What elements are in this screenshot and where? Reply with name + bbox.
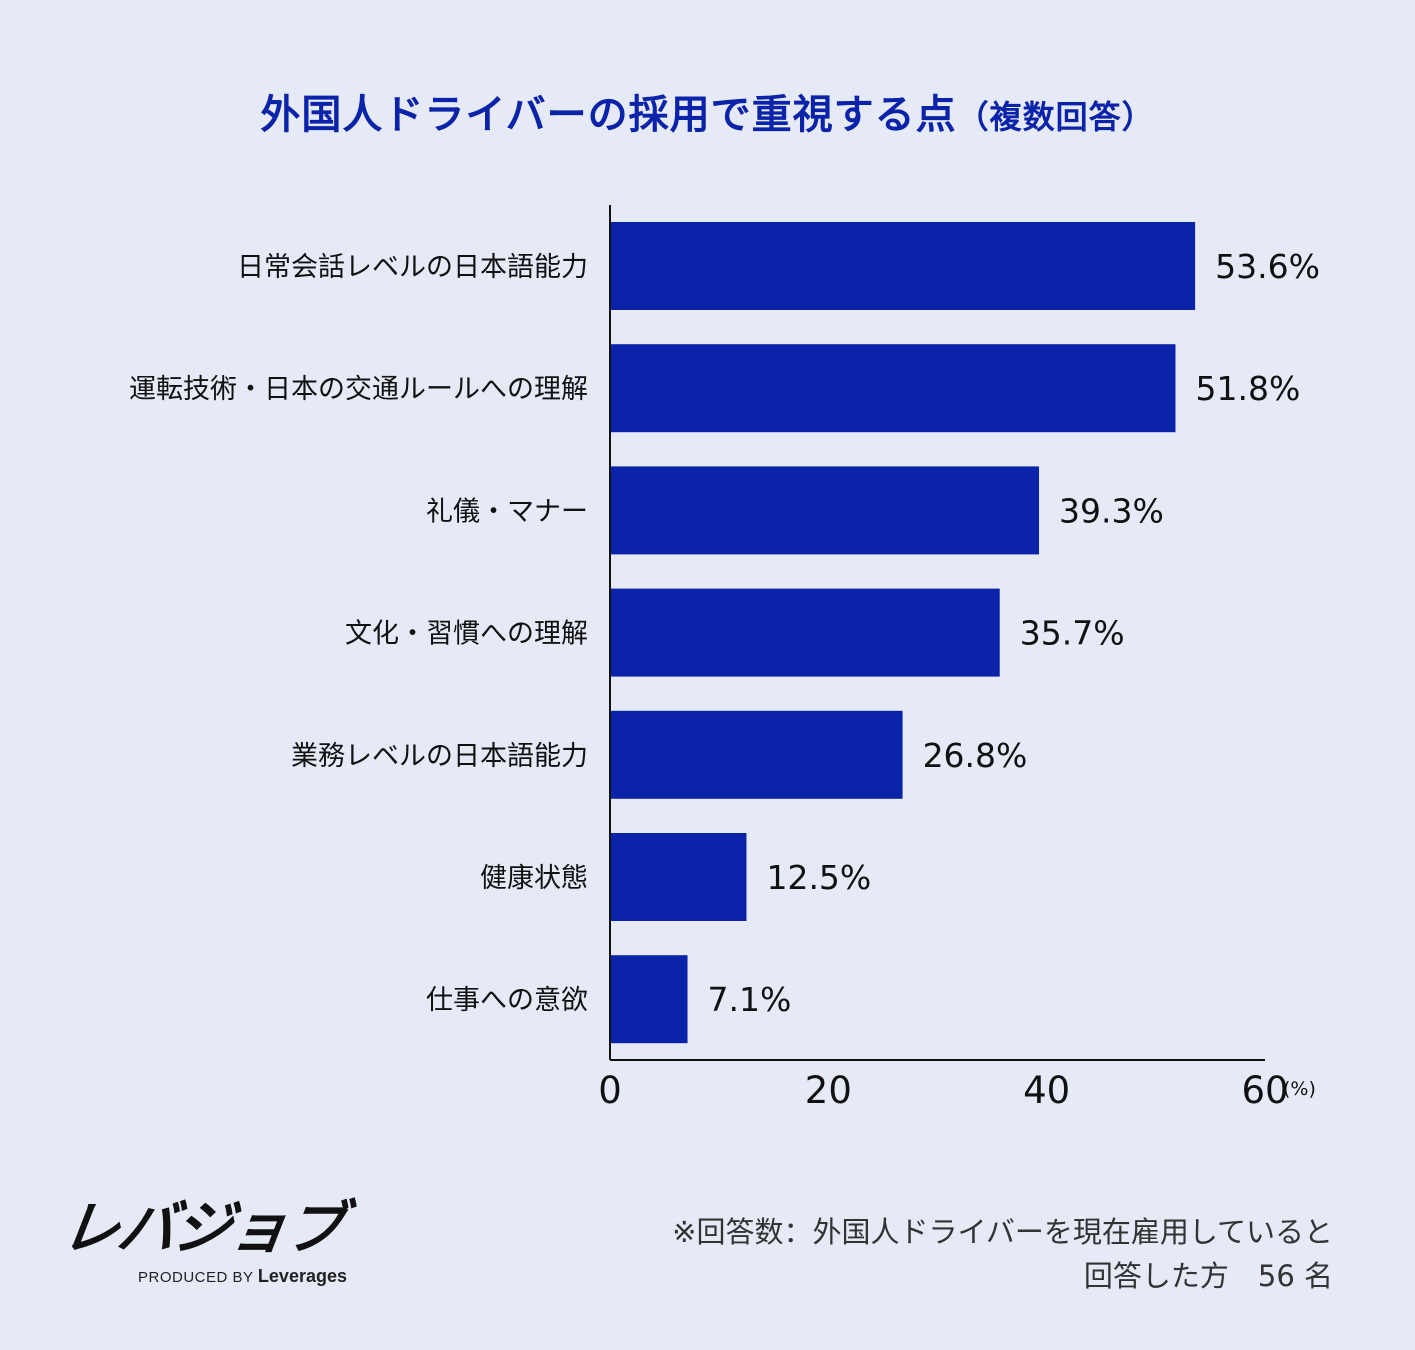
x-axis-unit: (%)	[1283, 1078, 1316, 1100]
category-label: 日常会話レベルの日本語能力	[237, 252, 588, 283]
logo-wordmark: レバジョブ	[57, 1194, 347, 1262]
category-label: 業務レベルの日本語能力	[291, 741, 588, 772]
bar	[610, 588, 1000, 677]
x-tick-label: 0	[598, 1069, 622, 1112]
bar	[610, 222, 1196, 310]
bar	[610, 955, 688, 1044]
brand-logo: レバジョブ PRODUCED BY Leverages	[57, 1194, 347, 1287]
produced-by-text: PRODUCED BY	[138, 1269, 254, 1286]
category-label: 健康状態	[480, 863, 588, 894]
chart-title-main: 外国人ドライバーの採用で重視する点	[260, 92, 957, 138]
bar	[610, 344, 1176, 433]
x-tick-label: 40	[1023, 1069, 1070, 1112]
data-label: 35.7%	[1020, 614, 1125, 653]
x-tick-label: 60	[1241, 1069, 1288, 1112]
data-label: 53.6%	[1215, 247, 1320, 286]
footnote-line-2: 回答した方 56 名	[1083, 1259, 1333, 1293]
data-label: 51.8%	[1195, 369, 1300, 408]
chart-title: 外国人ドライバーの採用で重視する点（複数回答）	[0, 82, 1415, 140]
logo-produced-by: PRODUCED BY Leverages	[138, 1266, 347, 1287]
bar	[610, 710, 903, 799]
bar-chart: 日常会話レベルの日本語能力 53.6% 運転技術・日本の交通ルールへの理解 51.8%…	[129, 205, 1320, 1112]
footnote-line-1: ※回答数：外国人ドライバーを現在雇用していると	[672, 1215, 1333, 1249]
data-label: 7.1%	[708, 980, 792, 1019]
data-label: 12.5%	[766, 858, 871, 897]
x-tick-label: 20	[805, 1069, 852, 1112]
category-label: 運転技術・日本の交通ルールへの理解	[129, 374, 588, 405]
bar	[610, 466, 1040, 555]
bar	[610, 833, 747, 921]
data-label: 26.8%	[923, 736, 1028, 775]
category-label: 仕事への意欲	[426, 985, 588, 1016]
data-label: 39.3%	[1059, 491, 1164, 530]
category-label: 礼儀・マナー	[426, 496, 588, 527]
chart-title-suffix: （複数回答）	[956, 98, 1155, 136]
footnote: ※回答数：外国人ドライバーを現在雇用していると 回答した方 56 名	[473, 1210, 1333, 1298]
leverages-brand: Leverages	[257, 1266, 347, 1286]
category-label: 文化・習慣への理解	[345, 619, 588, 650]
